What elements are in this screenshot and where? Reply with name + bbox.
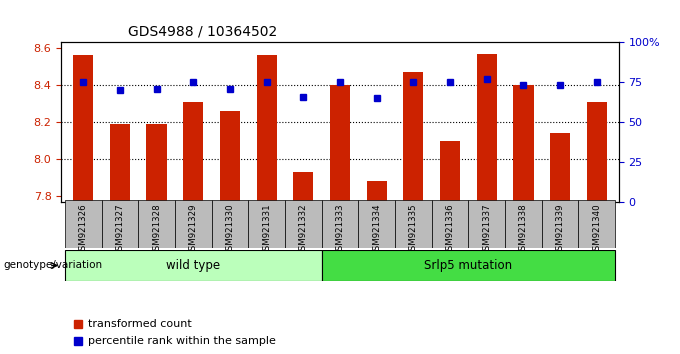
Text: Srlp5 mutation: Srlp5 mutation — [424, 259, 513, 272]
Bar — [285, 200, 322, 248]
Bar — [505, 200, 542, 248]
Bar — [109, 124, 130, 202]
Bar — [469, 200, 505, 248]
Text: GSM921332: GSM921332 — [299, 204, 308, 256]
Bar — [403, 72, 424, 202]
Bar — [220, 111, 240, 202]
Bar — [65, 250, 322, 281]
Text: wild type: wild type — [166, 259, 220, 272]
Text: GSM921340: GSM921340 — [592, 204, 601, 256]
Text: GSM921337: GSM921337 — [482, 204, 491, 256]
Bar — [587, 102, 607, 202]
Bar — [175, 200, 211, 248]
Bar — [358, 200, 395, 248]
Bar — [211, 200, 248, 248]
Text: transformed count: transformed count — [88, 319, 192, 329]
Bar — [293, 172, 313, 202]
Bar — [579, 200, 615, 248]
Text: GDS4988 / 10364502: GDS4988 / 10364502 — [128, 24, 277, 39]
Bar — [395, 200, 432, 248]
Text: GSM921335: GSM921335 — [409, 204, 418, 256]
Text: GSM921336: GSM921336 — [445, 204, 454, 256]
Bar — [322, 250, 615, 281]
Text: GSM921331: GSM921331 — [262, 204, 271, 256]
Bar — [65, 200, 101, 248]
Bar — [101, 200, 138, 248]
Bar — [477, 53, 497, 202]
Text: GSM921339: GSM921339 — [556, 204, 564, 256]
Bar — [513, 85, 534, 202]
Bar — [440, 141, 460, 202]
Text: GSM921329: GSM921329 — [189, 204, 198, 256]
Text: GSM921326: GSM921326 — [79, 204, 88, 256]
Text: GSM921328: GSM921328 — [152, 204, 161, 256]
Bar — [550, 133, 571, 202]
Text: GSM921327: GSM921327 — [116, 204, 124, 256]
Bar — [138, 200, 175, 248]
Bar — [542, 200, 579, 248]
Bar — [367, 181, 387, 202]
Bar — [183, 102, 203, 202]
Bar — [73, 56, 93, 202]
Bar — [432, 200, 469, 248]
Bar — [256, 56, 277, 202]
Text: genotype/variation: genotype/variation — [3, 261, 103, 270]
Text: GSM921338: GSM921338 — [519, 204, 528, 256]
Text: percentile rank within the sample: percentile rank within the sample — [88, 336, 276, 346]
Bar — [322, 200, 358, 248]
Text: GSM921334: GSM921334 — [372, 204, 381, 256]
Bar — [248, 200, 285, 248]
Bar — [146, 124, 167, 202]
Text: GSM921330: GSM921330 — [226, 204, 235, 256]
Text: GSM921333: GSM921333 — [335, 204, 345, 256]
Bar — [330, 85, 350, 202]
